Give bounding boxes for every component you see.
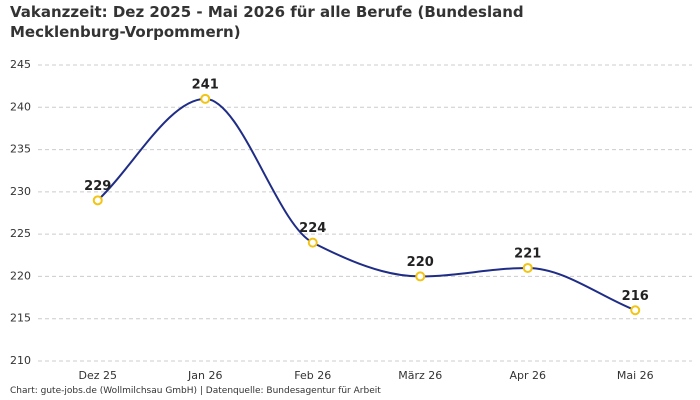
x-tick-label: Dez 25 bbox=[78, 369, 117, 382]
point bbox=[630, 305, 641, 316]
point bbox=[307, 237, 318, 248]
point bbox=[415, 271, 426, 282]
value-label: 220 bbox=[407, 255, 434, 270]
y-tick-label: 240 bbox=[10, 100, 31, 113]
line bbox=[97, 97, 636, 312]
source-note: Chart: gute-jobs.de (Wollmilchsau GmbH) … bbox=[10, 386, 381, 396]
y-tick-label: 235 bbox=[10, 143, 31, 156]
x-tick-label: März 26 bbox=[398, 369, 442, 382]
y-tick-label: 230 bbox=[10, 185, 31, 198]
x-tick-label: Apr 26 bbox=[509, 369, 546, 382]
value-label: 221 bbox=[514, 246, 541, 261]
point bbox=[522, 262, 533, 273]
y-tick-label: 210 bbox=[10, 354, 31, 367]
x-tick-label: Jan 26 bbox=[187, 369, 222, 382]
value-label: 224 bbox=[299, 221, 326, 236]
x-tick-label: Mai 26 bbox=[617, 369, 654, 382]
chart-title: Vakanzzeit: Dez 2025 - Mai 2026 für alle… bbox=[10, 3, 524, 41]
value-label: 241 bbox=[192, 77, 219, 92]
value-label: 229 bbox=[84, 179, 111, 194]
y-tick-label: 215 bbox=[10, 312, 31, 325]
value-label: 216 bbox=[622, 289, 649, 304]
point bbox=[200, 93, 211, 104]
point bbox=[92, 195, 103, 206]
y-tick-label: 225 bbox=[10, 227, 31, 240]
y-tick-label: 245 bbox=[10, 58, 31, 71]
x-tick-label: Feb 26 bbox=[294, 369, 331, 382]
y-tick-label: 220 bbox=[10, 269, 31, 282]
